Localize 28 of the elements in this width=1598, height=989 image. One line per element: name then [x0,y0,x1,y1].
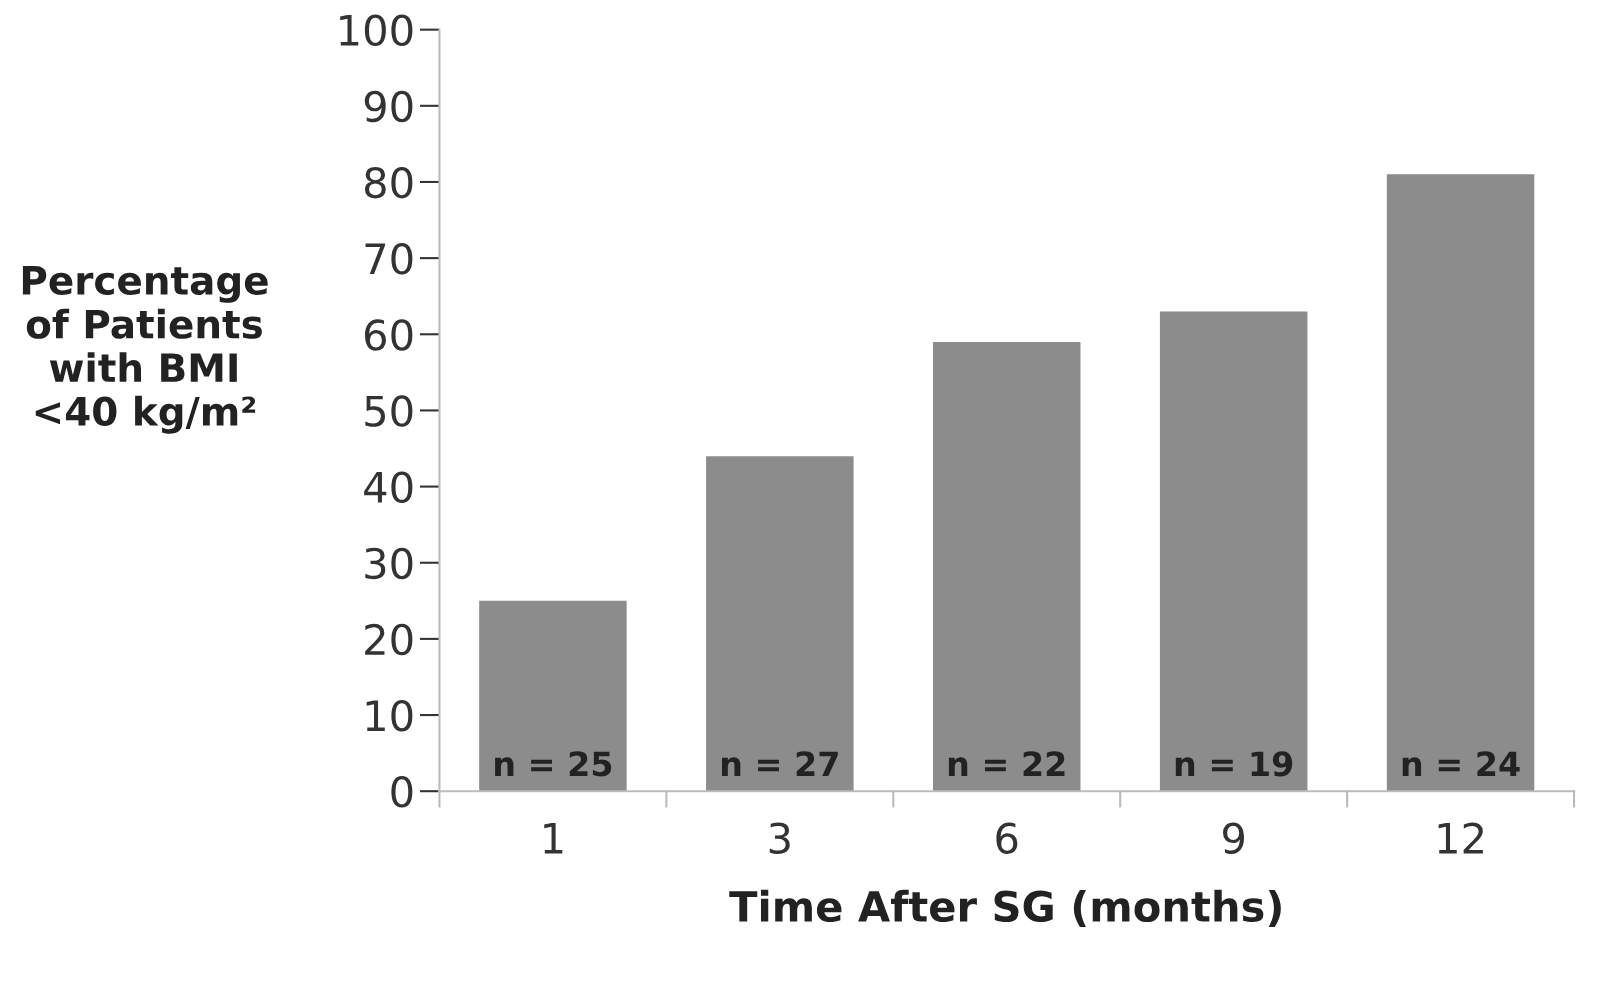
y-axis-title: Percentage of Patients with BMI <40 kg/m² [22,266,268,434]
bar [1159,311,1308,792]
x-tick-label: 6 [996,822,1018,855]
bar [932,341,1081,792]
y-tick-label: 50 [365,395,413,427]
annotation: n = 27 [722,751,838,776]
bar [479,600,627,792]
bar [1386,174,1535,792]
y-tick-label: 70 [365,243,413,275]
y-tick-label: 10 [366,699,413,732]
y-tick-label: 100 [340,14,413,47]
annotation: n = 19 [1175,751,1293,777]
x-tick-label: 12 [1438,822,1483,854]
y-tick-label: 80 [364,166,413,199]
y-tick-label: 90 [364,90,413,123]
x-tick-label: 3 [769,822,790,855]
annotation: n = 24 [1402,751,1520,776]
y-tick-label: 30 [365,547,413,580]
y-tick-label: 20 [365,623,413,656]
x-axis-title: Time After SG (months) [729,889,1281,928]
x-tick-label: 1 [544,823,563,854]
x-tick-label: 9 [1223,822,1244,855]
y-tick-label: 40 [364,471,413,504]
y-tick-label: 0 [391,776,413,808]
annotation: n = 25 [495,751,612,777]
annotation: n = 22 [948,751,1065,776]
bar [706,456,854,792]
y-tick-label: 60 [365,319,413,351]
